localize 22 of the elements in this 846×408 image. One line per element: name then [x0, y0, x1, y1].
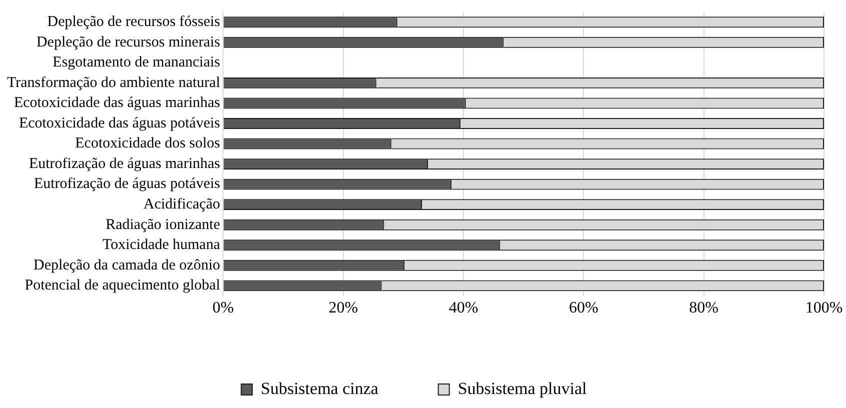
- legend-label: Subsistema pluvial: [458, 378, 588, 398]
- x-tick-label: 80%: [689, 300, 718, 317]
- x-tick-label: 40%: [448, 300, 478, 317]
- y-tick-label: Eutrofização de águas potáveis: [34, 176, 220, 192]
- y-tick-label: Eutrofização de águas marinhas: [28, 156, 220, 172]
- y-tick-label: Potencial de aquecimento global: [24, 278, 220, 294]
- x-tick-label: 0%: [212, 300, 234, 317]
- y-tick-label: Depleção de recursos minerais: [36, 34, 220, 50]
- y-tick-label: Toxicidade humana: [102, 237, 220, 254]
- y-tick-label: Ecotoxicidade das águas potáveis: [18, 115, 220, 132]
- y-tick-label: Esgotamento de mananciais: [52, 54, 220, 71]
- y-tick-label: Depleção de recursos fósseis: [47, 14, 220, 30]
- y-tick-label: Acidificação: [144, 196, 220, 213]
- y-tick-label: Ecotoxicidade das águas marinhas: [14, 95, 220, 112]
- x-tick-label: 60%: [568, 300, 598, 317]
- x-tick-label: 100%: [805, 300, 843, 317]
- y-tick-label: Transformação do ambiente natural: [6, 74, 220, 91]
- x-tick-label: 20%: [328, 300, 358, 317]
- y-tick-label: Ecotoxicidade dos solos: [75, 136, 220, 152]
- y-tick-label: Depleção da camada de ozônio: [34, 257, 220, 274]
- legend-label: Subsistema cinza: [260, 378, 379, 398]
- y-tick-label: Radiação ionizante: [106, 216, 220, 233]
